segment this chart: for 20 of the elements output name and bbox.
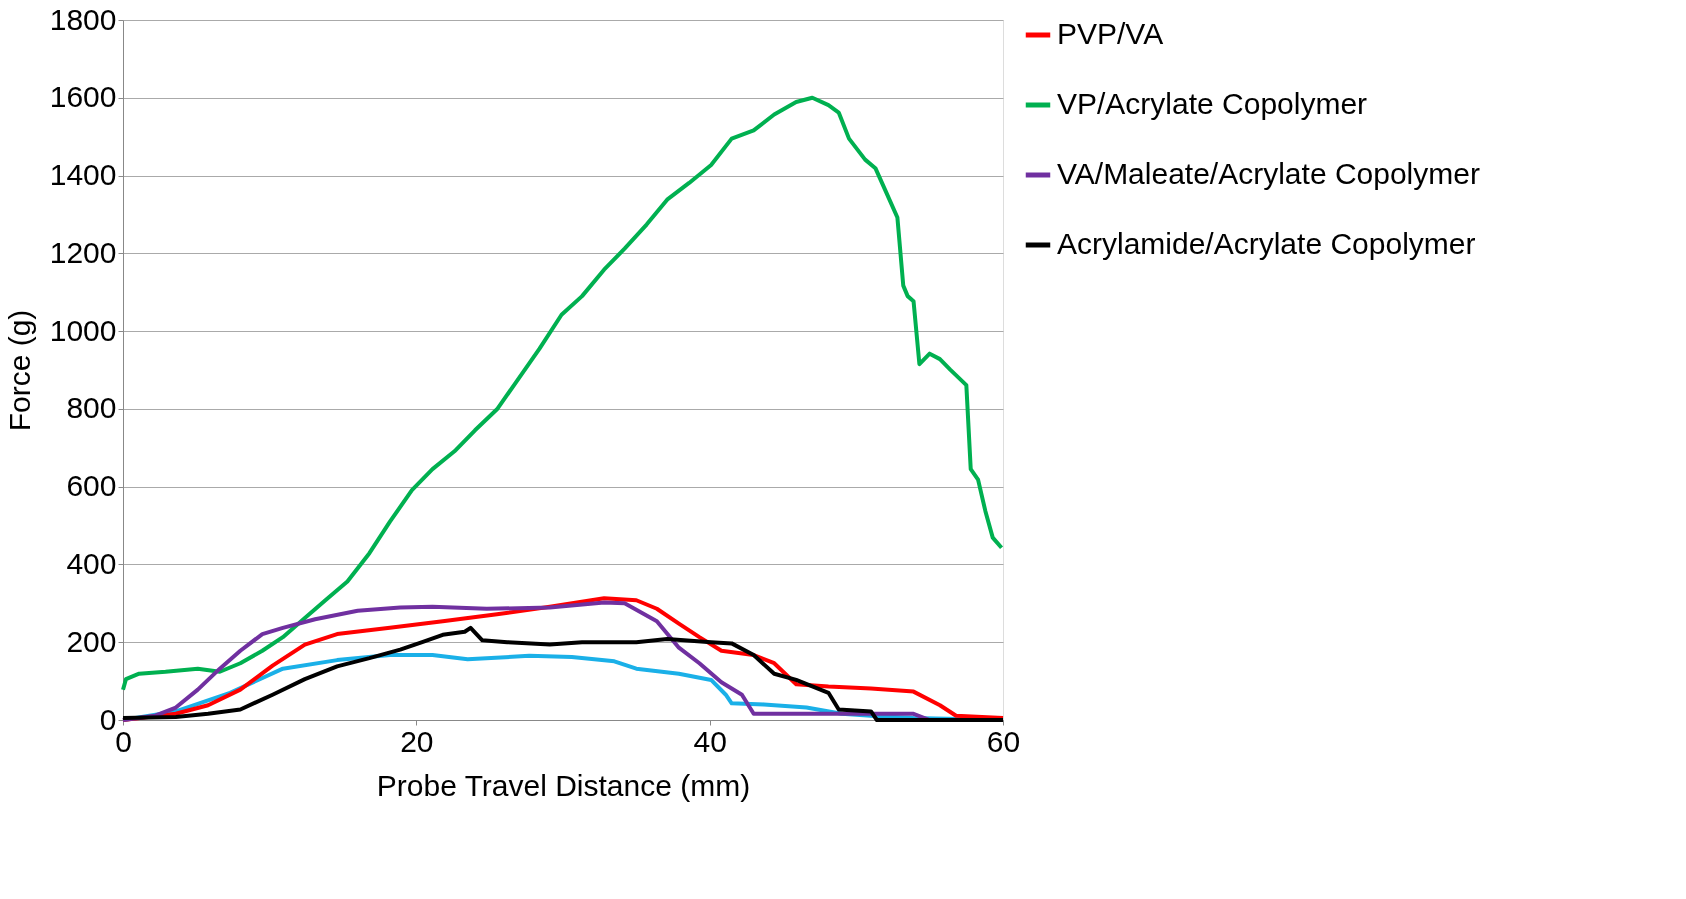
x-tick-label: 60 xyxy=(986,724,1021,758)
y-tick-label: 200 xyxy=(66,624,117,658)
y-tick-label: 1400 xyxy=(49,158,117,192)
x-axis-title: Probe Travel Distance (mm) xyxy=(376,768,751,802)
y-tick-label: 600 xyxy=(66,469,117,503)
y-tick-label: 800 xyxy=(66,391,117,425)
x-tick-label: 40 xyxy=(693,724,727,758)
y-tick-label: 0 xyxy=(99,702,117,736)
y-tick-label: 1800 xyxy=(49,2,117,36)
y-axis-title: Force (g) xyxy=(2,309,36,432)
y-tick-label: 1000 xyxy=(49,313,117,347)
legend-label: PVP/VA xyxy=(1057,17,1164,50)
legend-label: VA/Maleate/Acrylate Copolymer xyxy=(1057,157,1480,190)
legend-label: VP/Acrylate Copolymer xyxy=(1057,87,1368,120)
y-tick-label: 1600 xyxy=(49,80,117,114)
line-series xyxy=(121,95,1004,692)
x-tick-label: 20 xyxy=(400,724,434,758)
y-tick-label: 400 xyxy=(66,546,117,580)
legend-label: Acrylamide/Acrylate Copolymer xyxy=(1057,227,1476,260)
y-tick-label: 1200 xyxy=(49,235,117,269)
